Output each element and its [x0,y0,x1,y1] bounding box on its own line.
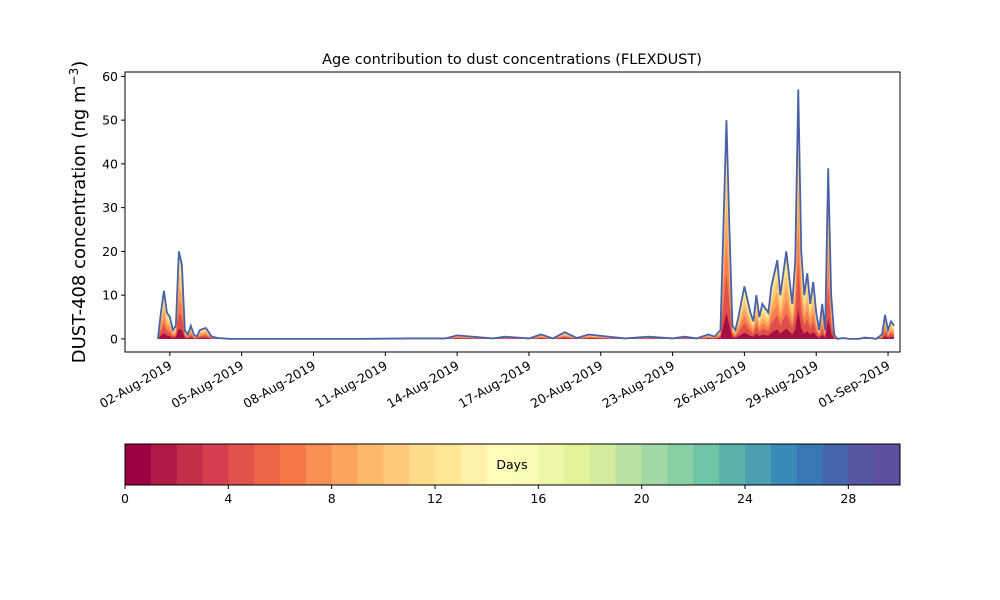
colorbar-cell [538,444,565,485]
colorbar-label: Days [496,457,527,472]
colorbar-cell [512,444,539,485]
y-axis-label-exponent: −3 [67,68,81,86]
colorbar-cell [383,444,410,485]
colorbar-cell [202,444,229,485]
x-tick-label: 26-Aug-2019 [671,358,749,411]
colorbar-cell [874,444,901,485]
y-tick-label: 10 [102,288,118,303]
colorbar-tick-label: 28 [840,491,856,506]
colorbar-cell [460,444,488,485]
x-tick-label: 23-Aug-2019 [600,358,678,411]
x-tick-label: 17-Aug-2019 [456,358,534,411]
y-axis-label: DUST-408 concentration (ng m−3) [67,61,90,364]
x-tick-label: 20-Aug-2019 [528,358,606,411]
colorbar-cell [486,444,513,485]
y-tick-label: 30 [102,200,118,215]
x-tick-label: 01-Sep-2019 [815,358,892,411]
colorbar-tick-label: 20 [634,491,650,506]
colorbar-cell [822,444,849,485]
colorbar-tick-label: 4 [224,491,232,506]
colorbar-cell [254,444,281,485]
colorbar-cell [641,444,668,485]
y-tick-label: 50 [102,113,118,128]
colorbar-tick-label: 16 [530,491,546,506]
colorbar-cells [125,444,901,485]
colorbar-tick-label: 24 [737,491,753,506]
colorbar-cell [305,444,333,485]
x-tick-label: 08-Aug-2019 [240,358,318,411]
colorbar-cell [848,444,875,485]
colorbar-cell [719,444,746,485]
colorbar-cell [409,444,436,485]
total-concentration-line [157,89,895,340]
x-tick-label: 02-Aug-2019 [97,358,175,411]
y-tick-label: 20 [102,244,118,259]
colorbar-cell [280,444,307,485]
plot-frame [124,71,901,353]
colorbar-tick-label: 8 [328,491,336,506]
x-tick-label: 05-Aug-2019 [169,358,247,411]
colorbar-tick-label: 0 [121,491,129,506]
colorbar-cell [331,444,358,485]
y-axis-ticks: 0 10 20 30 40 50 60 [102,69,125,346]
x-axis-ticks: 02-Aug-201905-Aug-201908-Aug-201911-Aug-… [97,352,893,411]
y-tick-label: 60 [102,69,118,84]
colorbar-ticks: 0 4 8 12 16 20 24 28 [121,485,856,506]
colorbar-cell [564,444,591,485]
colorbar-cell [667,444,694,485]
colorbar-cell [125,444,152,485]
y-tick-label: 40 [102,156,118,171]
chart-title: Age contribution to dust concentrations … [322,52,702,68]
colorbar-tick-label: 12 [427,491,443,506]
age-contribution-fills [157,89,895,339]
y-tick-label: 0 [110,331,118,346]
y-axis-label-main: DUST-408 concentration (ng m [69,85,90,363]
colorbar-cell [435,444,462,485]
colorbar-cell [590,444,617,485]
colorbar-frame [124,443,901,486]
colorbar-cell [150,444,178,485]
colorbar-cell [770,444,798,485]
colorbar-cell [693,444,720,485]
y-axis-label-suffix: ) [69,61,90,68]
x-tick-label: 14-Aug-2019 [384,358,462,411]
days-colorbar: Days 0 4 8 12 16 20 24 28 [121,443,901,506]
colorbar-cell [228,444,255,485]
colorbar-cell [745,444,772,485]
colorbar-cell [796,444,823,485]
colorbar-cell [615,444,643,485]
x-tick-label: 29-Aug-2019 [743,358,821,411]
x-tick-label: 11-Aug-2019 [312,358,390,411]
colorbar-cell [176,444,203,485]
plot-area [124,71,901,353]
colorbar-cell [357,444,384,485]
